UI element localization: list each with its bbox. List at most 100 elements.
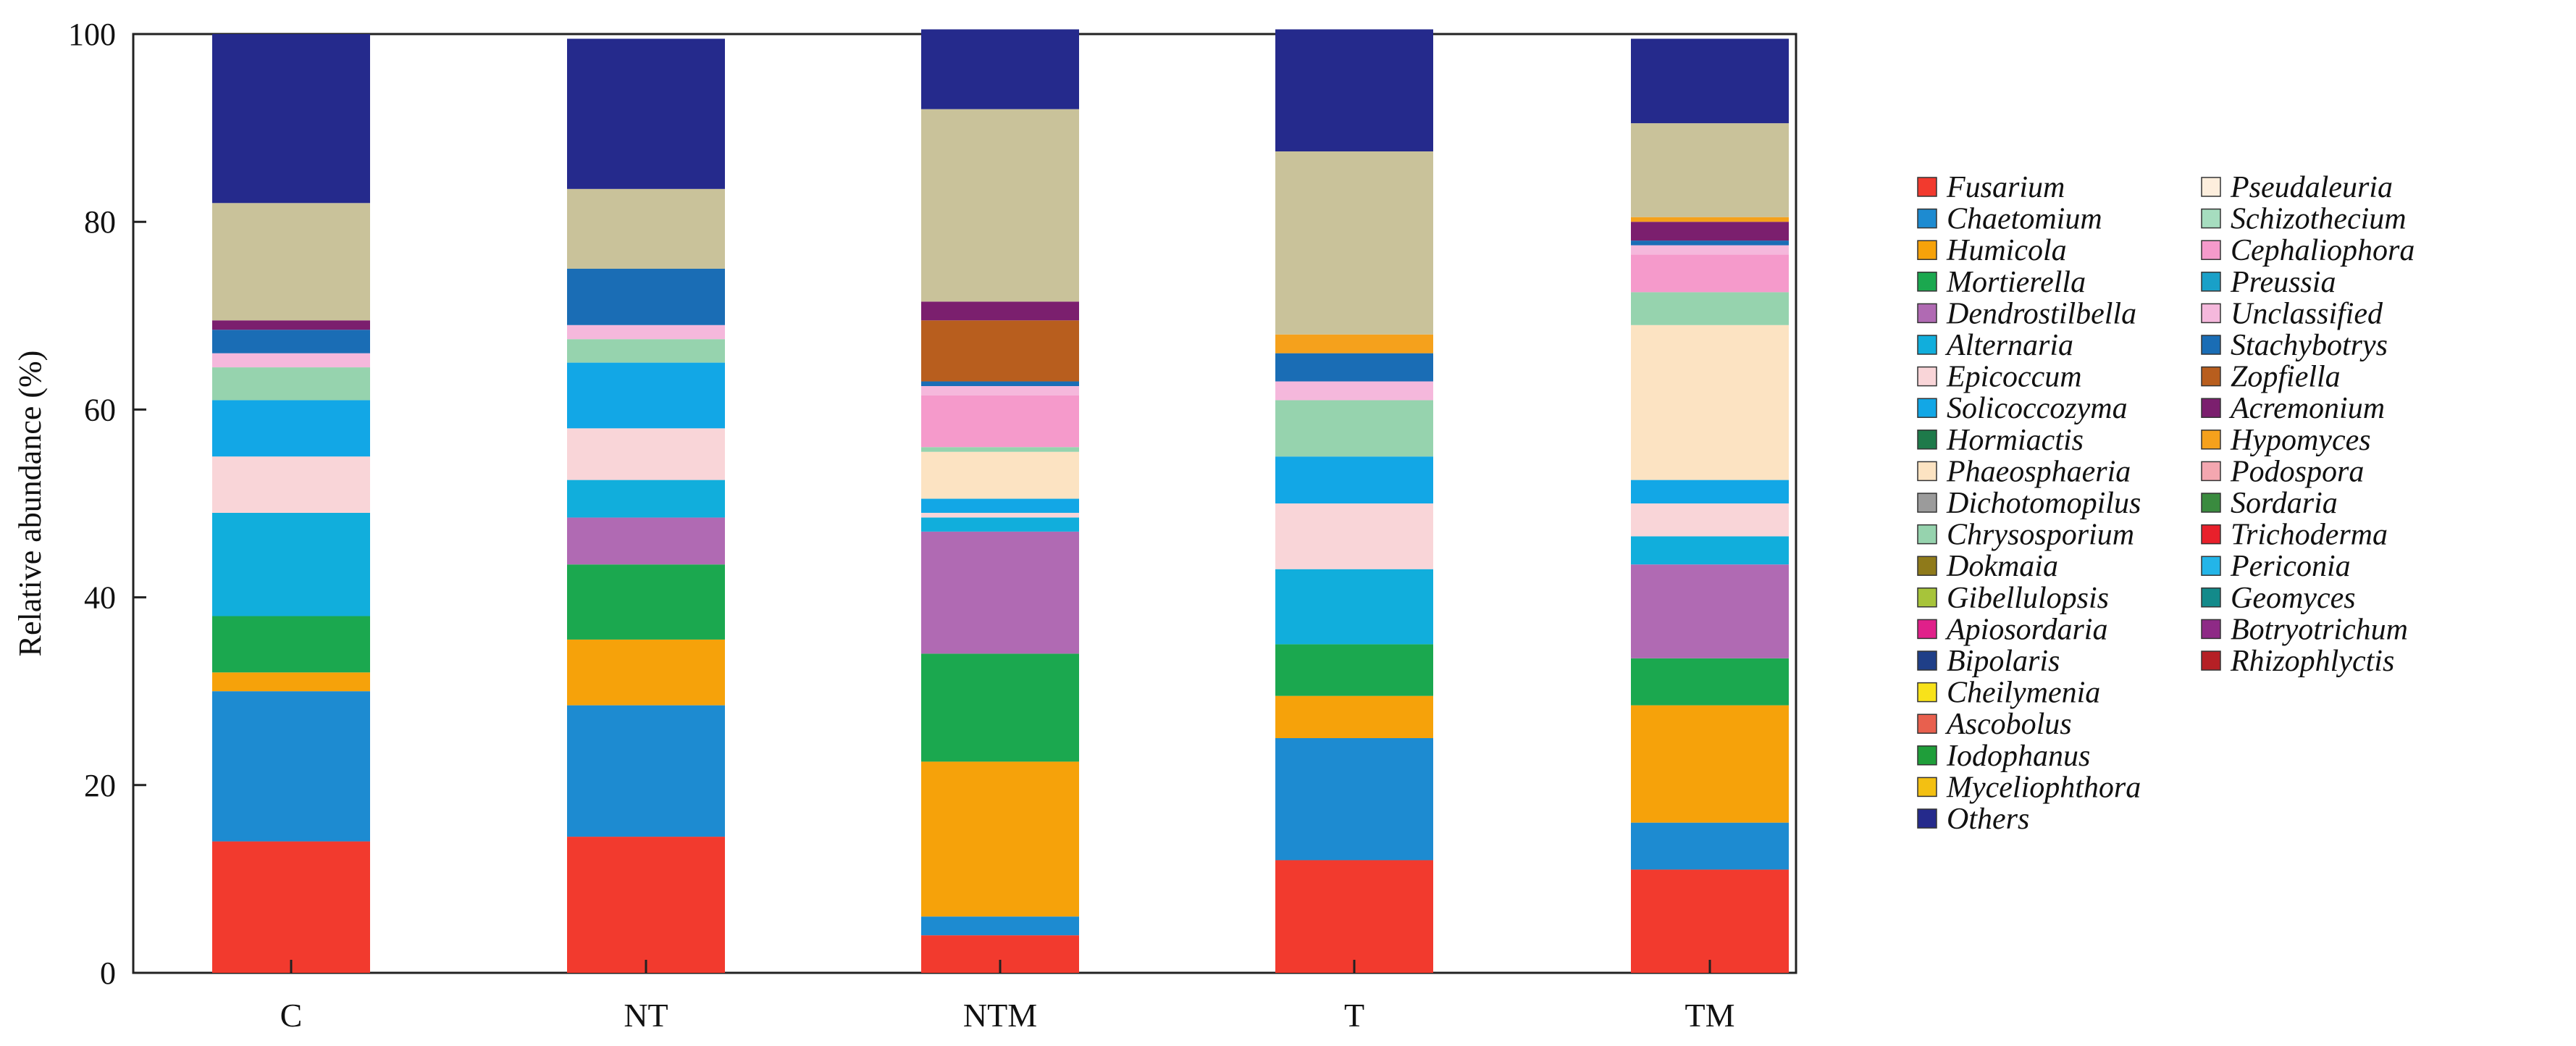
- legend-item-rhizophlyctis: Rhizophlyctis: [2201, 645, 2394, 678]
- legend-swatch: [1917, 556, 1937, 576]
- legend-item-schizothecium: Schizothecium: [2201, 203, 2407, 236]
- bar-segment-t-others: [1275, 29, 1433, 151]
- legend-label: Geomyces: [2231, 582, 2356, 615]
- legend-swatch: [1917, 745, 1937, 766]
- legend-swatch: [2201, 619, 2221, 640]
- legend-label: Iodophanus: [1946, 740, 2090, 773]
- bar-segment-ntm-zopfiella: [921, 320, 1079, 382]
- bar-segment-c-humicola: [212, 672, 370, 692]
- bar-segment-tm-cephaliophora: [1631, 254, 1789, 293]
- legend: FusariumChaetomiumHumicolaMortierellaDen…: [1917, 171, 2415, 836]
- bar-segment-c-minor-genera-unlabeled: [212, 203, 370, 321]
- y-tick-label: 80: [84, 204, 116, 240]
- legend-swatch: [2201, 177, 2221, 197]
- bar-segment-tm-fusarium: [1631, 869, 1789, 973]
- legend-label: Fusarium: [1946, 171, 2065, 204]
- legend-item-trichoderma: Trichoderma: [2201, 519, 2388, 552]
- legend-swatch: [1917, 240, 1937, 260]
- legend-swatch: [2201, 430, 2221, 450]
- legend-swatch: [1917, 619, 1937, 640]
- bar-segment-t-alternaria: [1275, 569, 1433, 645]
- bar-segment-tm-chrysosporium: [1631, 292, 1789, 325]
- legend-item-cephaliophora: Cephaliophora: [2201, 234, 2415, 267]
- bar-stack-ntm: [921, 29, 1079, 973]
- bar-segment-nt-unclassified: [567, 325, 725, 340]
- legend-swatch: [1917, 177, 1937, 197]
- legend-item-dendrostilbella: Dendrostilbella: [1917, 297, 2136, 330]
- legend-item-chrysosporium: Chrysosporium: [1917, 519, 2134, 552]
- legend-item-botryotrichum: Botryotrichum: [2201, 613, 2408, 646]
- legend-swatch: [2201, 556, 2221, 576]
- legend-label: Unclassified: [2231, 297, 2383, 330]
- legend-swatch: [1917, 430, 1937, 450]
- bar-segment-c-epicoccum: [212, 456, 370, 513]
- legend-item-epicoccum: Epicoccum: [1917, 361, 2082, 394]
- bar-segment-c-others: [212, 34, 370, 204]
- legend-label: Periconia: [2230, 550, 2351, 583]
- bar-segment-nt-minor-genera-unlabeled: [567, 188, 725, 269]
- legend-item-phaeosphaeria: Phaeosphaeria: [1917, 455, 2131, 488]
- bar-segment-c-stachybotrys: [212, 330, 370, 353]
- bar-segment-ntm-solicoccozyma: [921, 498, 1079, 513]
- bar-segment-c-chaetomium: [212, 691, 370, 842]
- bar-segment-nt-alternaria: [567, 480, 725, 518]
- y-tick-label: 40: [84, 580, 116, 616]
- legend-swatch: [1917, 808, 1937, 829]
- bar-stack-nt: [567, 38, 725, 973]
- bar-segment-t-epicoccum: [1275, 503, 1433, 569]
- bar-segment-c-fusarium: [212, 841, 370, 973]
- legend-item-humicola: Humicola: [1917, 234, 2067, 267]
- legend-label: Acremonium: [2228, 392, 2385, 425]
- legend-swatch: [1917, 272, 1937, 292]
- x-tick-label-nt: NT: [624, 997, 668, 1034]
- bar-segment-tm-minor-genera-unlabeled: [1631, 123, 1789, 217]
- bar-segment-ntm-acremonium: [921, 301, 1079, 321]
- bar-segment-t-solicoccozyma: [1275, 456, 1433, 503]
- legend-swatch: [2201, 335, 2221, 355]
- legend-label: Humicola: [1946, 234, 2067, 267]
- legend-item-chaetomium: Chaetomium: [1917, 203, 2102, 236]
- bar-segment-c-unclassified: [212, 353, 370, 368]
- legend-item-sordaria: Sordaria: [2201, 487, 2338, 520]
- y-tick-label: 0: [100, 955, 116, 991]
- legend-label: Rhizophlyctis: [2230, 645, 2394, 678]
- legend-item-cheilymenia: Cheilymenia: [1917, 677, 2100, 710]
- legend-item-hormiactis: Hormiactis: [1917, 424, 2084, 457]
- legend-label: Podospora: [2230, 455, 2364, 488]
- legend-swatch: [1917, 366, 1937, 387]
- legend-item-acremonium: Acremonium: [2201, 392, 2385, 425]
- legend-item-apiosordaria: Apiosordaria: [1917, 613, 2107, 646]
- bar-segment-t-mortierella: [1275, 644, 1433, 696]
- legend-label: Apiosordaria: [1944, 613, 2107, 646]
- bar-segment-ntm-cephaliophora: [921, 395, 1079, 448]
- legend-label: Sordaria: [2231, 487, 2338, 520]
- legend-swatch: [1917, 398, 1937, 418]
- legend-item-myceliophthora: Myceliophthora: [1917, 771, 2141, 804]
- legend-item-pseudaleuria: Pseudaleuria: [2201, 171, 2393, 204]
- legend-swatch: [1917, 777, 1937, 798]
- legend-label: Ascobolus: [1944, 708, 2072, 741]
- bar-segment-ntm-humicola: [921, 761, 1079, 917]
- bar-segment-nt-humicola: [567, 639, 725, 706]
- bar-segment-tm-phaeosphaeria: [1631, 325, 1789, 480]
- bar-segment-tm-unclassified: [1631, 245, 1789, 255]
- x-tick-label-t: T: [1344, 997, 1364, 1034]
- legend-label: Phaeosphaeria: [1946, 455, 2131, 488]
- bar-segment-nt-solicoccozyma: [567, 362, 725, 429]
- legend-swatch: [2201, 272, 2221, 292]
- legend-label: Chrysosporium: [1947, 519, 2134, 552]
- bar-segment-tm-alternaria: [1631, 536, 1789, 565]
- bar-segment-nt-epicoccum: [567, 428, 725, 480]
- bar-segment-ntm-minor-genera-unlabeled: [921, 109, 1079, 302]
- bar-segment-nt-fusarium: [567, 837, 725, 973]
- bar-segment-tm-hypomyces: [1631, 217, 1789, 222]
- bar-segment-tm-mortierella: [1631, 658, 1789, 706]
- legend-swatch: [2201, 461, 2221, 482]
- bar-stack-tm: [1631, 38, 1789, 973]
- legend-label: Schizothecium: [2231, 203, 2407, 236]
- bar-segment-ntm-chaetomium: [921, 916, 1079, 936]
- legend-swatch: [1917, 682, 1937, 703]
- legend-item-periconia: Periconia: [2201, 550, 2351, 583]
